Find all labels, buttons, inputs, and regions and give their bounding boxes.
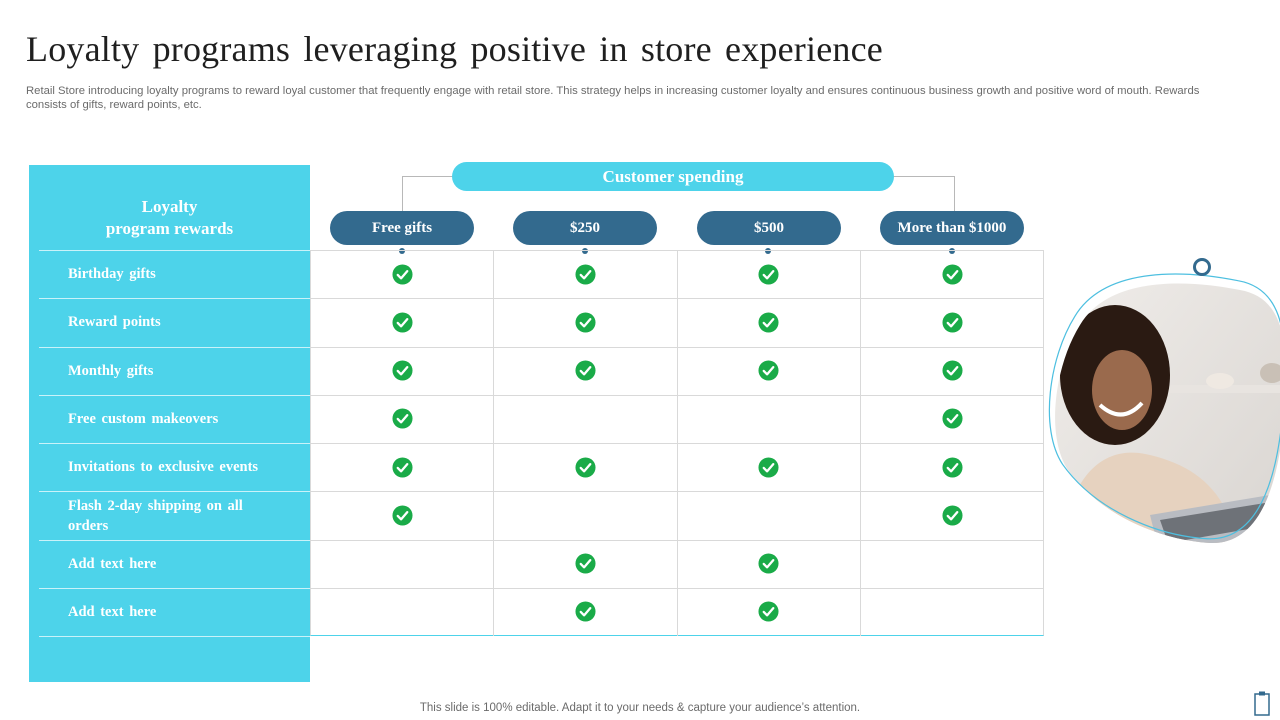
panel-heading-line2: program rewards xyxy=(105,219,234,238)
row-label: Free custom makeovers xyxy=(68,410,219,427)
photo-illustration xyxy=(1048,258,1280,544)
row-divider xyxy=(39,346,310,348)
grid-row-divider xyxy=(310,539,1044,541)
check-circle-icon xyxy=(941,457,963,478)
column-header-250: $250 xyxy=(513,211,657,245)
row-divider xyxy=(39,491,310,493)
check-circle-icon xyxy=(941,505,963,526)
check-circle-icon xyxy=(574,264,596,285)
row-label: Reward points xyxy=(68,314,161,331)
column-header-free-gifts: Free gifts xyxy=(330,211,474,245)
check-circle-icon xyxy=(574,553,596,574)
row-divider xyxy=(39,298,310,300)
check-circle-icon xyxy=(941,312,963,333)
check-circle-icon xyxy=(391,505,413,526)
row-divider xyxy=(39,443,310,444)
check-circle-icon xyxy=(391,360,413,381)
woman-laptop-photo xyxy=(1040,255,1280,555)
check-circle-icon xyxy=(391,312,413,333)
check-circle-icon xyxy=(941,408,963,429)
column-dot xyxy=(949,248,955,254)
check-circle-icon xyxy=(574,360,596,381)
rewards-panel xyxy=(29,165,310,682)
check-circle-icon xyxy=(574,312,596,333)
grid-row-divider xyxy=(310,346,1044,348)
column-dot xyxy=(582,248,588,254)
row-divider xyxy=(39,636,310,637)
grid-row-divider xyxy=(310,394,1044,396)
grid-row-divider xyxy=(310,443,1044,444)
check-circle-icon xyxy=(941,264,963,285)
column-dot xyxy=(765,248,771,254)
row-divider xyxy=(39,539,310,541)
clipboard-icon[interactable] xyxy=(1254,690,1270,716)
check-circle-icon xyxy=(757,264,779,285)
check-circle-icon xyxy=(757,312,779,333)
panel-heading: Loyalty program rewards xyxy=(39,196,300,240)
column-header-more-than-1000: More than $1000 xyxy=(880,211,1024,245)
page-title: Loyalty programs leveraging positive in … xyxy=(26,29,883,69)
panel-divider xyxy=(39,250,310,251)
check-circle-icon xyxy=(941,360,963,381)
check-circle-icon xyxy=(391,408,413,429)
check-circle-icon xyxy=(391,457,413,478)
column-header-500: $500 xyxy=(697,211,841,245)
footer-note: This slide is 100% editable. Adapt it to… xyxy=(419,702,861,714)
check-circle-icon xyxy=(757,601,779,622)
row-label: Monthly gifts xyxy=(68,362,154,379)
row-divider xyxy=(39,587,310,589)
grid-row-divider xyxy=(310,587,1044,589)
page-subtitle: Retail Store introducing loyalty program… xyxy=(26,85,1200,111)
grid-row-divider xyxy=(310,491,1044,493)
row-label: Add text here xyxy=(68,555,157,572)
row-label: Add text here xyxy=(68,603,157,620)
check-circle-icon xyxy=(757,553,779,574)
check-circle-icon xyxy=(757,360,779,381)
check-circle-icon xyxy=(574,457,596,478)
check-circle-icon xyxy=(574,601,596,622)
check-circle-icon xyxy=(391,264,413,285)
row-divider xyxy=(39,394,310,396)
check-circle-icon xyxy=(757,457,779,478)
row-label: Birthday gifts xyxy=(68,266,156,282)
panel-heading-line1: Loyalty xyxy=(141,197,198,216)
column-dot xyxy=(399,248,405,254)
row-label: Flash 2-day shipping on all orders xyxy=(68,498,243,535)
row-label: Invitations to exclusive events xyxy=(68,459,259,475)
customer-spending-pill: Customer spending xyxy=(452,162,894,191)
grid-row-divider xyxy=(310,298,1044,300)
